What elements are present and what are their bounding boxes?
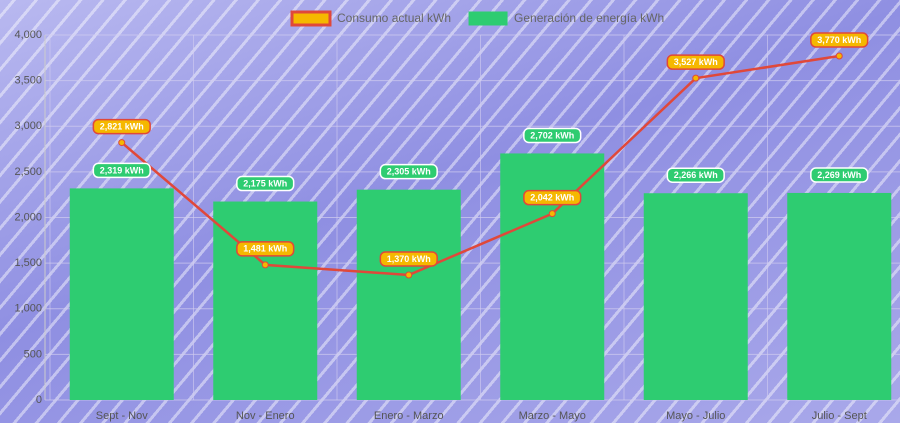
value-label-box [523,127,582,144]
value-label-box [523,189,582,206]
value-label: 3,527 kWh [674,57,718,67]
value-label-box [666,167,725,183]
point [405,271,413,279]
value-label: 2,175 kWh [243,178,287,188]
bar [213,201,318,400]
value-label-box [236,241,295,257]
value-label: 2,319 kWh [100,165,144,175]
value-label-box [379,251,438,267]
bar [787,192,892,400]
value-label-box [666,54,725,70]
x-tick-label: Mayo - Julio [666,410,725,422]
x-tick-label: Enero - Marzo [374,410,444,422]
point [548,210,556,218]
point [692,74,700,82]
value-label: 2,305 kWh [387,167,431,177]
value-label-box [379,163,438,180]
legend-swatch [468,11,508,26]
value-label: 2,821 kWh [100,121,144,131]
value-label-box [810,32,869,48]
value-label: 2,266 kWh [674,170,718,180]
legend-label: Consumo actual kWh [337,11,451,25]
value-label: 3,770 kWh [817,35,861,45]
value-label-box [92,162,151,179]
x-tick-label: Marzo - Mayo [519,410,586,422]
value-label-box [236,175,295,192]
point [118,139,126,147]
bar [356,189,461,400]
point [835,52,843,60]
y-tick-label: 500 [24,348,42,360]
y-tick-label: 2,000 [14,211,42,223]
x-tick-label: Sept - Nov [96,410,148,422]
legend-label: Generación de energía kWh [514,11,664,25]
x-tick-label: Nov - Enero [236,410,295,422]
value-label: 2,042 kWh [530,193,574,203]
y-tick-label: 1,000 [14,303,42,315]
value-label-box [92,118,151,135]
value-label: 2,269 kWh [817,170,861,180]
point [261,261,269,269]
y-tick-label: 2,500 [14,166,42,178]
value-label: 1,481 kWh [243,244,287,254]
bar [69,188,174,400]
value-label: 2,702 kWh [530,130,574,140]
y-tick-label: 1,500 [14,257,42,269]
value-label: 1,370 kWh [387,254,431,264]
y-tick-label: 3,500 [14,75,42,87]
x-tick-label: Julio - Sept [812,410,867,422]
value-label-box [810,167,869,183]
legend-swatch [290,10,332,27]
y-tick-label: 3,000 [14,120,42,132]
y-tick-label: 0 [36,394,42,406]
y-tick-label: 4,000 [14,29,42,41]
bar [643,193,748,400]
